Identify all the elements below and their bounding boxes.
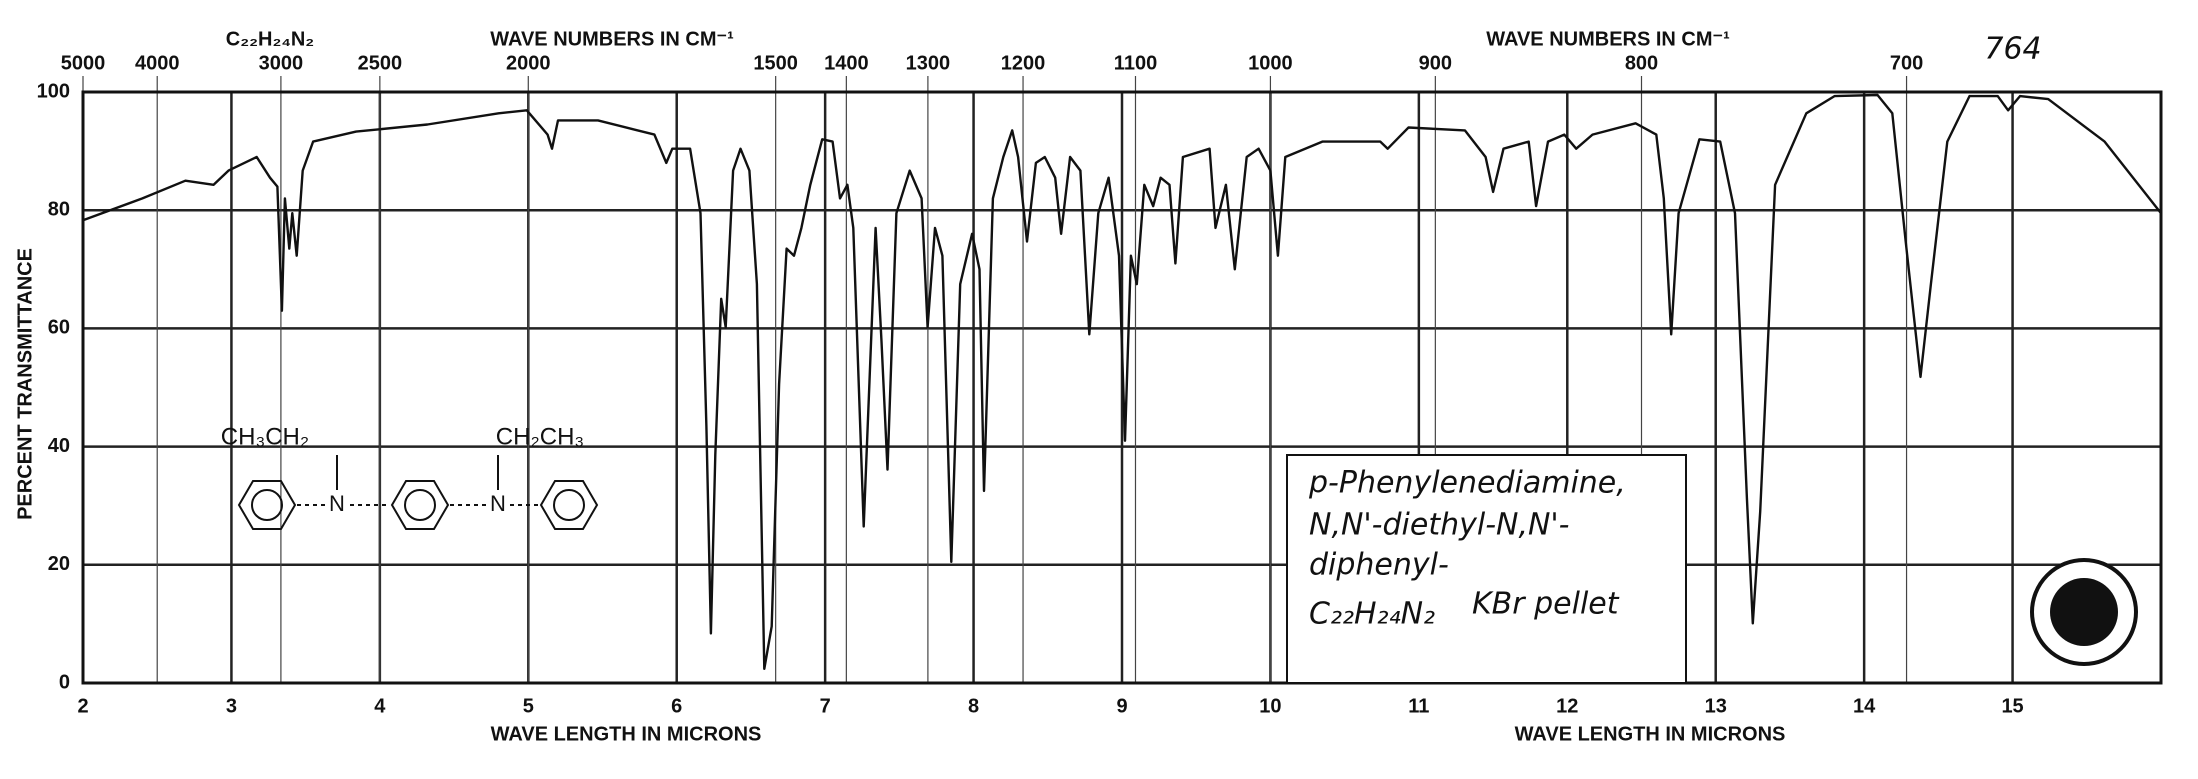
x2-tick-label: 1200 — [1001, 52, 1046, 74]
ring — [237, 480, 297, 530]
bottom-axis-title: WAVE LENGTH IN MICRONS — [1515, 723, 1786, 745]
annotation-note: KBr pellet — [1472, 587, 1620, 622]
logo-core — [2050, 578, 2118, 646]
y-axis-title: PERCENT TRANSMITTANCE — [14, 248, 36, 520]
y-tick-label: 0 — [59, 671, 70, 693]
annotation-line: N,N'-diethyl-N,N'- — [1309, 508, 1570, 543]
y-tick-label: 40 — [48, 435, 70, 457]
formula-top: C₂₂H₂₄N₂ — [226, 28, 314, 50]
annotation-line: C₂₂H₂₄N₂ — [1309, 597, 1435, 632]
annotation-line: p-Phenylenediamine, — [1308, 466, 1626, 501]
x-tick-label: 5 — [523, 695, 534, 717]
x2-tick-label: 800 — [1625, 52, 1658, 74]
x-tick-label: 15 — [2001, 695, 2023, 717]
x-tick-label: 7 — [820, 695, 831, 717]
structure-group: CH₃CH₂ — [221, 423, 309, 450]
y-tick-label: 80 — [48, 198, 70, 220]
plot-frame — [81, 90, 2163, 685]
y-tick-label: 60 — [48, 317, 70, 339]
structure — [237, 455, 599, 530]
ring — [539, 480, 599, 530]
x2-tick-label: 1100 — [1114, 52, 1157, 74]
structure-group: CH₂CH₃ — [496, 423, 584, 450]
y-tick-label: 100 — [37, 80, 70, 102]
x-tick-label: 9 — [1116, 695, 1127, 717]
top-axis-title: WAVE NUMBERS IN CM⁻¹ — [490, 28, 734, 50]
x-tick-label: 8 — [968, 695, 979, 717]
x-tick-label: 13 — [1705, 695, 1727, 717]
ring-inner — [553, 489, 585, 521]
x2-tick-label: 1500 — [753, 52, 798, 74]
x2-tick-label: 1300 — [906, 52, 951, 74]
x2-tick-label: 4000 — [135, 52, 180, 74]
x-tick-label: 3 — [226, 695, 237, 717]
x2-tick-label: 900 — [1419, 52, 1452, 74]
x2-tick-label: 1000 — [1248, 52, 1293, 74]
x2-tick-label: 700 — [1890, 52, 1923, 74]
ring-inner — [404, 489, 436, 521]
x2-tick-label: 2500 — [358, 52, 403, 74]
x-tick-label: 14 — [1853, 695, 1876, 717]
structure-atom: N — [490, 491, 506, 516]
x-tick-label: 12 — [1556, 695, 1578, 717]
x-tick-label: 10 — [1259, 695, 1281, 717]
spectrum-line — [82, 93, 2162, 670]
top-axis-title: WAVE NUMBERS IN CM⁻¹ — [1486, 28, 1730, 50]
x-tick-label: 11 — [1408, 695, 1429, 717]
x-tick-label: 2 — [77, 695, 88, 717]
ring-inner — [251, 489, 283, 521]
x2-tick-label: 3000 — [259, 52, 304, 74]
spectrum-number: 764 — [1984, 32, 2041, 67]
x2-tick-label: 1400 — [824, 52, 869, 74]
x2-tick-label: 5000 — [61, 52, 106, 74]
x-tick-label: 6 — [671, 695, 682, 717]
x2-tick-label: 2000 — [506, 52, 551, 74]
annotation-line: diphenyl- — [1309, 548, 1449, 583]
annotation-box — [1286, 454, 1687, 684]
y-tick-label: 20 — [48, 553, 70, 575]
ring — [390, 480, 450, 530]
x-tick-label: 4 — [374, 695, 386, 717]
structure-atom: N — [329, 491, 345, 516]
logo — [2030, 558, 2138, 666]
bottom-axis-title: WAVE LENGTH IN MICRONS — [491, 723, 762, 745]
